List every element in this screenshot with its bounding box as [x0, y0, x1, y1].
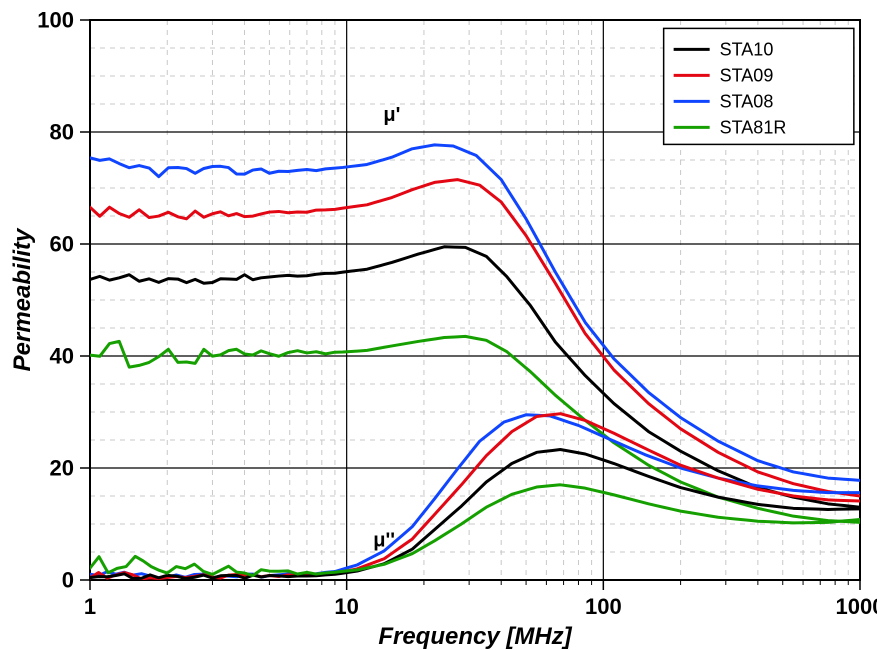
annotation: μ'' [373, 529, 395, 551]
x-axis-label: Frequency [MHz] [378, 623, 572, 650]
x-tick-label: 1000 [836, 594, 877, 619]
annotation: μ' [383, 104, 400, 126]
legend-item-label: STA09 [720, 66, 774, 86]
y-tick-label: 0 [62, 568, 74, 593]
y-tick-label: 80 [50, 120, 74, 145]
y-tick-label: 40 [50, 344, 74, 369]
y-tick-label: 20 [50, 456, 74, 481]
legend: STA10 STA09 STA08 STA81R [664, 28, 854, 144]
y-tick-label: 100 [37, 8, 74, 33]
legend-item-label: STA10 [720, 40, 774, 60]
x-tick-label: 10 [334, 594, 358, 619]
x-tick-label: 1 [84, 594, 96, 619]
legend-item-label: STA08 [720, 92, 774, 112]
legend-item-label: STA81R [720, 118, 787, 138]
y-tick-label: 60 [50, 232, 74, 257]
y-axis-label: Permeability [9, 227, 36, 371]
x-tick-label: 100 [585, 594, 622, 619]
